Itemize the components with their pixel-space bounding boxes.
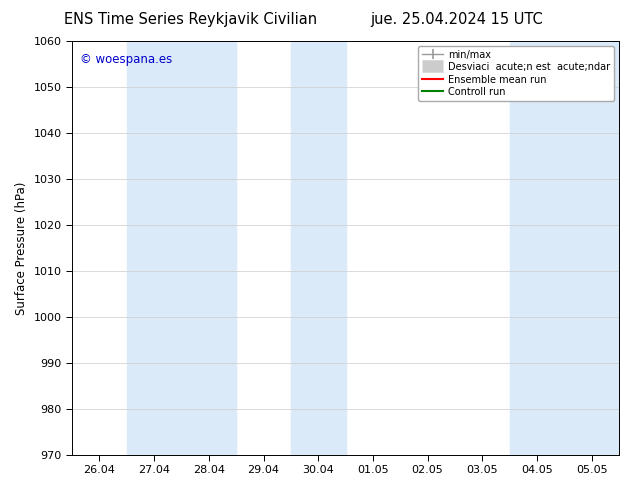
Text: © woespana.es: © woespana.es	[81, 53, 172, 67]
Bar	[127, 41, 236, 455]
Bar	[291, 41, 346, 455]
Bar	[510, 41, 619, 455]
Y-axis label: Surface Pressure (hPa): Surface Pressure (hPa)	[15, 181, 28, 315]
Text: ENS Time Series Reykjavik Civilian: ENS Time Series Reykjavik Civilian	[63, 12, 317, 27]
Text: jue. 25.04.2024 15 UTC: jue. 25.04.2024 15 UTC	[370, 12, 543, 27]
Legend: min/max, Desviaci  acute;n est  acute;ndar, Ensemble mean run, Controll run: min/max, Desviaci acute;n est acute;ndar…	[418, 46, 614, 101]
